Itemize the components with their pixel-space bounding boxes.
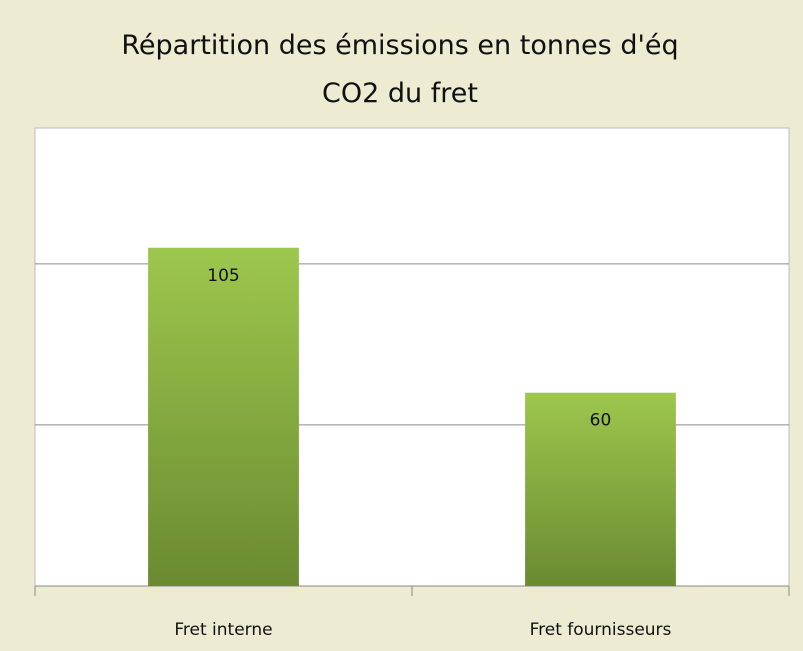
x-tick-label: Fret interne — [174, 620, 272, 640]
chart-title: Répartition des émissions en tonnes d'éq… — [121, 30, 679, 109]
data-label: 105 — [207, 266, 239, 286]
data-label: 60 — [590, 411, 612, 431]
bar — [148, 247, 299, 586]
x-tick-label: Fret fournisseurs — [530, 620, 672, 640]
bar — [525, 392, 676, 586]
